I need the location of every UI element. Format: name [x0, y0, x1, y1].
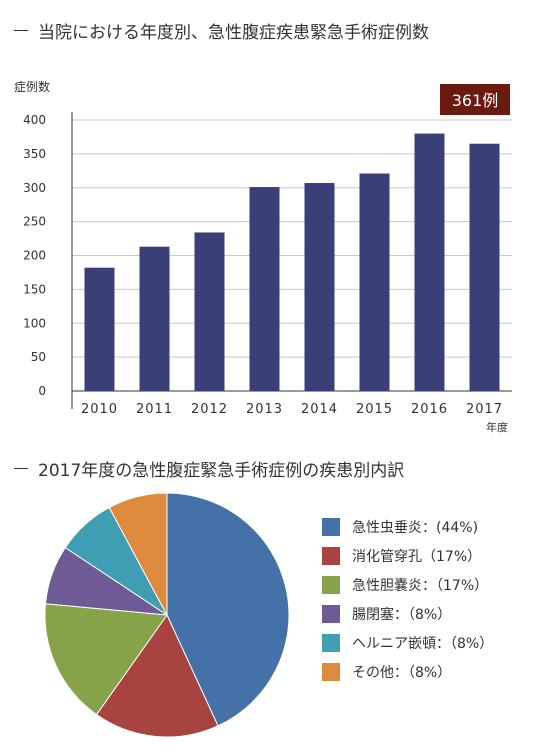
x-tick-label: 2010	[81, 402, 118, 417]
bar-2017	[469, 143, 500, 391]
legend-swatch	[322, 662, 340, 681]
legend-item: ヘルニア嵌頓：（8%）	[322, 628, 493, 657]
legend-label: 急性胆嚢炎：（17%）	[352, 577, 489, 594]
x-tick-label: 2016	[411, 402, 448, 417]
legend-label: ヘルニア嵌頓：（8%）	[352, 635, 494, 652]
x-tick-label: 2013	[246, 402, 283, 417]
bar-2012	[194, 232, 225, 391]
pie-slice-2	[44, 603, 168, 716]
pie-chart	[44, 492, 290, 738]
legend-swatch	[322, 633, 340, 652]
annotation-box	[440, 84, 510, 115]
legend-item: 消化管穿孔（17%）	[322, 541, 493, 570]
pie-chart-title: 2017年度の急性腹症緊急手術症例の疾患別内訳	[14, 456, 404, 481]
x-tick-label: 2014	[301, 402, 338, 417]
y-tick-label: 300	[23, 181, 46, 195]
x-tick-label: 2017	[466, 402, 503, 417]
x-tick-label: 2012	[191, 402, 228, 417]
legend-label: その他：（8%）	[352, 664, 452, 681]
legend-label: 腸閉塞：（8%）	[352, 606, 452, 623]
bar-chart-title: 当院における年度別、急性腹症疾患緊急手術症例数	[14, 18, 429, 43]
title-dash	[14, 30, 28, 31]
y-tick-label: 0	[38, 384, 46, 398]
legend-swatch	[322, 604, 340, 623]
y-tick-label: 400	[23, 113, 46, 127]
y-tick-label: 250	[23, 215, 46, 229]
x-tick-label: 2011	[136, 402, 173, 417]
y-tick-label: 350	[23, 147, 46, 161]
y-axis-label: 症例数	[14, 79, 50, 94]
bar-2011	[139, 246, 170, 391]
legend-item: 急性胆嚢炎：（17%）	[322, 570, 493, 599]
x-axis-label: 年度	[486, 420, 508, 434]
pie-slice-5	[108, 492, 168, 616]
pie-chart-title-text: 2017年度の急性腹症緊急手術症例の疾患別内訳	[38, 461, 405, 481]
x-tick-label: 2015	[356, 402, 393, 417]
legend-label: 消化管穿孔（17%）	[352, 548, 482, 565]
y-tick-label: 50	[31, 350, 46, 364]
legend-item: その他：（8%）	[322, 657, 493, 686]
legend-label: 急性虫垂炎：(44%)	[352, 519, 479, 536]
legend-swatch	[322, 546, 340, 565]
legend-item: 腸閉塞：（8%）	[322, 599, 493, 628]
bar-2013	[249, 187, 280, 391]
bar-chart-title-text: 当院における年度別、急性腹症疾患緊急手術症例数	[38, 23, 429, 43]
y-tick-label: 150	[23, 282, 46, 296]
title-dash	[14, 468, 28, 469]
y-tick-label: 100	[23, 316, 46, 330]
bar-2014	[304, 183, 335, 391]
bar-2010	[84, 267, 115, 391]
legend-item: 急性虫垂炎：(44%)	[322, 512, 493, 541]
bar-2016	[414, 133, 445, 392]
annotation-text: 361例	[452, 91, 499, 110]
bar-2015	[359, 173, 390, 391]
pie-slice-1	[95, 614, 219, 738]
y-tick-label: 200	[23, 249, 46, 263]
legend-swatch	[322, 517, 340, 536]
legend-swatch	[322, 575, 340, 594]
pie-slice-0	[166, 492, 290, 727]
pie-legend: 急性虫垂炎：(44%) 消化管穿孔（17%） 急性胆嚢炎：（17%） 腸閉塞：（8%）…	[322, 512, 493, 686]
bar-chart: 0 50 100 150 200 250 300 350 400 症例数 2010 2011 2012 2…	[14, 79, 512, 434]
